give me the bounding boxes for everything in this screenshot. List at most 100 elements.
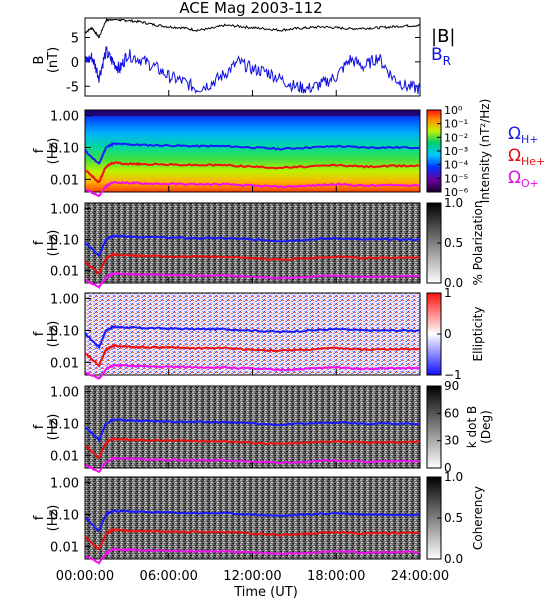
colorbar-tick-label: 10⁻¹	[444, 118, 468, 131]
colorbar-tick-label: 0.0	[444, 552, 463, 566]
colorbar-tick-label: 0.0	[444, 276, 463, 290]
colorbar-tick-label: 10⁻⁵	[444, 172, 468, 185]
gyrofrequency-Heplus	[84, 436, 421, 459]
gyrofrequency-Heplus	[84, 161, 421, 184]
colorbar-tick-label: 10⁻⁴	[444, 159, 469, 172]
colorbar-label: Intensity (nT²/Hz)	[478, 99, 492, 204]
x-tick-label: 06:00:00	[140, 569, 198, 584]
x-axis: 00:00:00 06:00:00 12:00:00 18:00:00 24:00:00	[56, 90, 449, 584]
y-axis-label: f	[32, 240, 47, 245]
colorbar-tick-label: 1	[444, 286, 452, 300]
y-axis-label: f	[32, 331, 47, 336]
k-dot-b-colorbar: 90 60 30 0 k dot B (Deg)	[426, 379, 493, 475]
x-tick-label: 12:00:00	[223, 569, 281, 584]
y-tick-label: 0.01	[50, 540, 79, 555]
colorbar-tick-label: 1.0	[444, 196, 463, 210]
colorbar-tick-label: 10⁰	[444, 104, 463, 117]
colorbar-unit: (Deg)	[479, 410, 493, 444]
y-tick-label: 0.10	[50, 234, 79, 249]
colorbar-tick-label: 0.5	[444, 511, 463, 525]
k-dot-b-heatmap	[85, 386, 420, 468]
y-axis-unit: (Hz)	[46, 138, 61, 165]
gyrofrequency-Oplus	[84, 271, 421, 290]
polarization-heatmap	[85, 203, 420, 283]
y-tick-label: 1.00	[50, 293, 79, 308]
gyro-label-heplus: ΩHe+	[508, 146, 545, 168]
gyrofrequency-Hplus	[84, 418, 421, 444]
intensity-heatmap	[85, 110, 420, 192]
gyrofrequency-Hplus	[84, 324, 420, 350]
x-axis-label: Time (UT)	[233, 585, 298, 600]
colorbar-tick-label: −1	[444, 368, 462, 382]
colorbar-label: k dot B	[465, 406, 479, 448]
gyro-subscript: O+	[521, 177, 539, 190]
x-tick-label: 24:00:00	[391, 569, 449, 584]
intensity-panel: 1.00 0.10 0.01 f (Hz) 10⁰10⁻¹10⁻²10⁻³10⁻⁴10⁻⁵…	[32, 99, 492, 204]
y-tick-label: 0.01	[50, 449, 79, 464]
figure-title: ACE Mag 2003-112	[179, 0, 322, 17]
gyrofrequency-legend: ΩH+ΩHe+ΩO+	[508, 124, 545, 190]
colorbar-tick-label: 90	[444, 379, 459, 393]
y-tick-label: 1.00	[50, 386, 79, 401]
colorbar-label: % Polarization	[471, 201, 485, 286]
y-tick-label: 0.01	[50, 265, 79, 280]
y-tick-label: -5	[66, 80, 79, 95]
heatmap-shade	[85, 203, 420, 283]
gyro-label-oplus: ΩO+	[508, 168, 539, 190]
ellipticity-colorbar: 1 0 −1 Ellipticity	[426, 286, 485, 382]
heatmap-top-band	[85, 110, 420, 116]
colorbar-label: Ellipticity	[471, 307, 485, 362]
y-tick-label: 0.10	[50, 508, 79, 523]
y-tick-label: 1.00	[50, 110, 79, 125]
coherency-colorbar: 1.0 0.5 0.0 Coherency	[426, 470, 485, 566]
y-axis-unit: (Hz)	[46, 321, 61, 348]
y-axis-unit: (Hz)	[46, 230, 61, 257]
colorbar-scale	[426, 385, 442, 469]
colorbar-tick-label: 1.0	[444, 470, 463, 484]
gyro-subscript: He+	[521, 155, 545, 168]
gyrofrequency-Heplus	[84, 527, 421, 551]
gyrofrequency-Oplus	[84, 363, 421, 380]
y-tick-label: 0.10	[50, 324, 79, 339]
polarization-panel: 1.00 0.10 0.01 f (Hz) 1.0 0.5 0.0 % Polarization	[32, 196, 485, 290]
magnetic-field-panel: 50-5 B (nT) |B| BR	[32, 17, 455, 97]
field-lines	[84, 17, 421, 94]
series-b-total	[84, 17, 421, 39]
gyro-symbol: Ω	[508, 124, 521, 144]
gyrofrequency-Heplus	[84, 252, 421, 276]
colorbar-tick-label: 0	[444, 461, 452, 475]
gyrofrequency-Oplus	[84, 547, 421, 565]
y-axis-label: f	[32, 424, 47, 429]
y-axis-label: f	[32, 515, 47, 520]
gyrofrequency-Oplus	[84, 456, 421, 473]
ellipticity-panel: 1.00 0.10 0.01 f (Hz) 1 0 −1 Ellipticity	[32, 286, 485, 382]
y-axis-unit: (Hz)	[46, 505, 61, 532]
gyrofrequency-Hplus	[84, 233, 421, 258]
heatmap-shade	[85, 386, 420, 468]
polarization-colorbar: 1.0 0.5 0.0 % Polarization	[426, 196, 485, 290]
spectral-panels: 1.000.100.01f (Hz)10⁰10⁻¹10⁻²10⁻³10⁻⁴10⁻⁵…	[32, 99, 493, 566]
gyro-symbol: Ω	[508, 168, 521, 188]
y-tick-label: 1.00	[50, 202, 79, 217]
ellipticity-heatmap	[85, 293, 420, 375]
coherency-panel: 1.00 0.10 0.01 f (Hz) 1.0 0.5 0.0 Coherency	[32, 470, 485, 566]
colorbar-tick-label: 10⁻⁶	[444, 186, 469, 199]
legend-b-radial-main: B	[431, 45, 443, 65]
panel-frame	[84, 17, 421, 97]
coherency-heatmap	[85, 477, 420, 559]
series-b-radial	[84, 46, 421, 94]
legend-b-radial-sub: R	[443, 54, 451, 68]
colorbar-tick-label: 30	[444, 434, 459, 448]
colorbar-tick-label: 10⁻²	[444, 131, 468, 144]
gyrofrequency-Oplus	[84, 180, 421, 198]
y-tick-label: 1.00	[50, 477, 79, 492]
y-axis-unit: (Hz)	[46, 414, 61, 441]
colorbar-tick-label: 10⁻³	[444, 145, 468, 158]
y-tick-label: 0.01	[50, 356, 79, 371]
gyrofrequency-Heplus	[84, 343, 421, 368]
y-axis-label: f	[32, 148, 47, 153]
y-tick-label: 0.10	[50, 417, 79, 432]
gyro-symbol: Ω	[508, 146, 521, 166]
